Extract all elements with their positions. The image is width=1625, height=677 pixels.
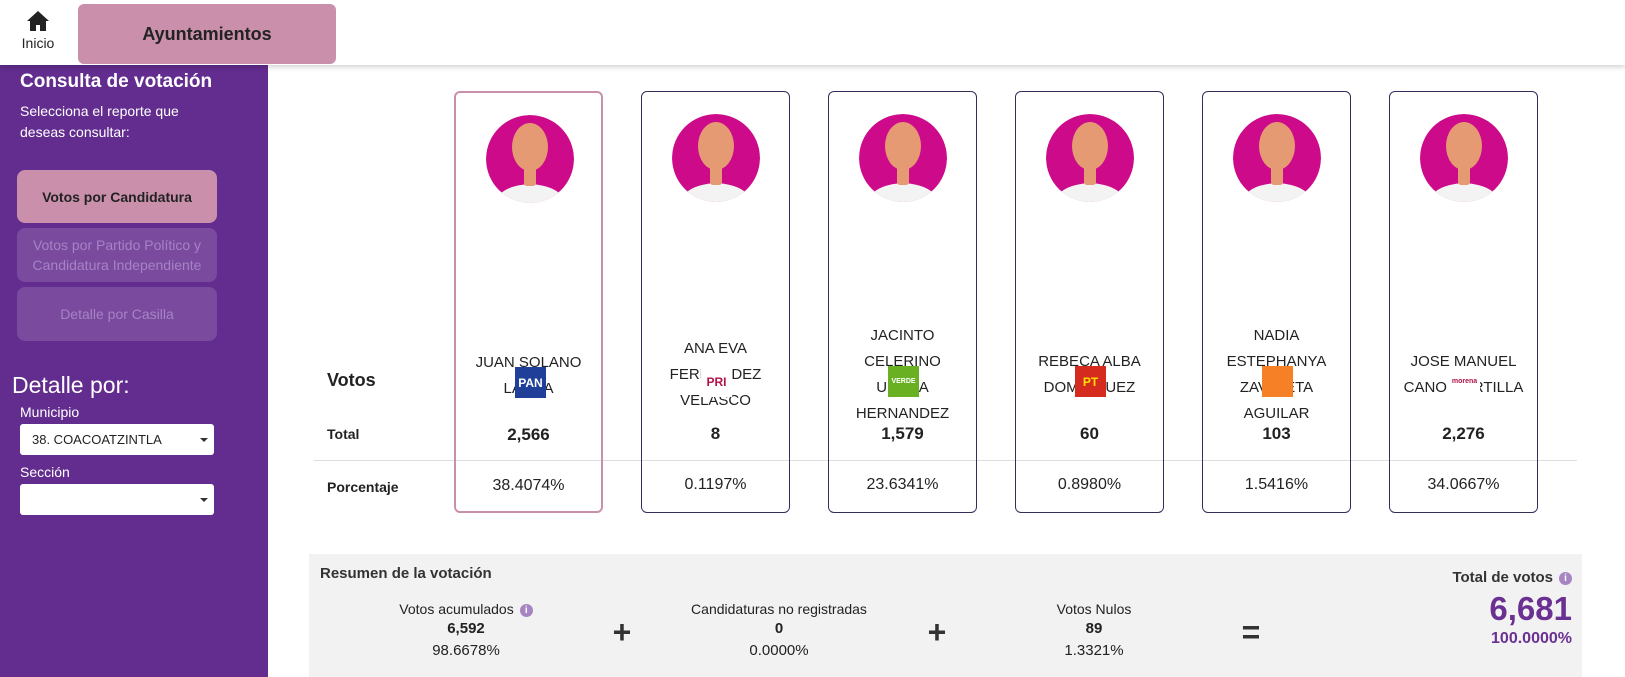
candidate-total: 103: [1262, 424, 1291, 443]
summary-title: Resumen de la votación: [320, 565, 492, 582]
sidebar: Consulta de votación Selecciona el repor…: [0, 65, 268, 677]
candidate-percent: 38.4074%: [492, 477, 565, 494]
summary-value: 89: [1085, 620, 1103, 637]
info-icon[interactable]: i: [519, 604, 533, 617]
party-logo: PT: [1075, 366, 1106, 397]
avatar-wrap: [1419, 113, 1509, 203]
candidate-percent: 34.0667%: [1427, 476, 1500, 493]
avatar-wrap: [1045, 113, 1135, 203]
avatar: [1233, 114, 1321, 202]
summary-item: Votos acumulados i 6,592 98.6678%: [336, 601, 596, 659]
total-percent: 100.0000%: [1491, 630, 1572, 647]
candidate-percent: 0.8980%: [1057, 476, 1122, 493]
candidate-percent: 23.6341%: [866, 476, 939, 493]
home-icon: [27, 11, 49, 31]
summary-total: Total de votos i 6,681 100.0000%: [1452, 569, 1572, 648]
candidate-name: REBECA ALBA DOMINGUEZ: [1038, 352, 1141, 396]
row-label: Porcentaje: [327, 479, 399, 495]
candidate-total: 8: [710, 424, 721, 443]
home-label: Inicio: [21, 35, 55, 51]
party-logo: PRI: [701, 366, 732, 397]
avatar: [859, 114, 947, 202]
party-logo: PAN: [515, 367, 546, 398]
tab[interactable]: Ayuntamientos: [78, 4, 336, 64]
info-icon[interactable]: i: [1559, 572, 1572, 585]
detail-title: Detalle por:: [12, 372, 130, 398]
candidate-total: 2,566: [507, 425, 550, 444]
candidate-total: 60: [1080, 424, 1099, 443]
report-button[interactable]: Detalle por Casilla: [17, 287, 217, 341]
total-value: 6,681: [1489, 590, 1572, 627]
total-label: Total de votos i: [1452, 569, 1572, 586]
avatar: [672, 114, 760, 202]
candidate-percent: 0.1197%: [684, 476, 747, 493]
row-label: Total: [327, 426, 360, 442]
candidate-card[interactable]: JOSE MANUEL CANO PORTILLA morena 2,276 34.0…: [1389, 91, 1538, 513]
summary-item: Votos Nulos 89 1.3321%: [964, 601, 1224, 659]
operator: +: [927, 614, 947, 650]
avatar-wrap: [671, 113, 761, 203]
avatar: [486, 115, 574, 203]
avatar-wrap: [858, 113, 948, 203]
summary-percent: 0.0000%: [749, 642, 809, 659]
avatar-wrap: [485, 114, 575, 204]
row-label: Votos: [327, 370, 376, 390]
summary-label: Candidaturas no registradas: [691, 601, 867, 617]
summary-percent: 1.3321%: [1064, 642, 1124, 659]
candidate-total: 1,579: [881, 424, 924, 443]
report-button[interactable]: Votos por Partido Político y Candidatura…: [17, 228, 217, 282]
summary: Resumen de la votación Votos acumulados i…: [309, 554, 1582, 677]
candidate-total: 2,276: [1442, 424, 1485, 443]
candidate-card[interactable]: NADIA ESTEPHANYA ZAVALETA AGUILAR 103 1.54…: [1202, 91, 1351, 513]
top-bar: Inicio Ayuntamientos: [0, 0, 1625, 65]
party-name: PRI: [706, 374, 727, 389]
party-logo: VERDE: [888, 366, 919, 397]
summary-item: Candidaturas no registradas 0 0.0000%: [649, 601, 909, 659]
summary-label: Votos acumulados i: [336, 601, 596, 617]
candidate-name: NADIA ESTEPHANYA ZAVALETA AGUILAR: [1226, 326, 1327, 422]
candidate-card[interactable]: JACINTO CELERINO URREA HERNANDEZVERDE1,5…: [828, 91, 977, 513]
home-link[interactable]: Inicio: [16, 10, 60, 51]
field-label: Municipio: [20, 404, 80, 420]
party-logo: [1262, 366, 1293, 397]
candidate-percent: 1.5416%: [1244, 476, 1309, 493]
party-name: PT: [1082, 374, 1099, 389]
party-logo: morena: [1449, 366, 1480, 397]
sidebar-title: Consulta de votación: [20, 71, 213, 92]
candidate-card[interactable]: REBECA ALBA DOMINGUEZPT 60 0.8980%: [1015, 91, 1164, 513]
avatar-wrap: [1232, 113, 1322, 203]
party-name: VERDE: [891, 378, 916, 385]
select[interactable]: 38. COACOATZINTLA: [20, 424, 214, 455]
separator: [314, 460, 1577, 461]
party-name: morena: [1451, 378, 1478, 385]
report-button[interactable]: Votos por Candidatura: [17, 170, 217, 223]
summary-label-text: Votos acumulados: [399, 601, 514, 617]
sidebar-subtitle: Selecciona el reporte que deseas consult…: [20, 103, 179, 140]
operator: =: [1241, 614, 1261, 650]
total-label-text: Total de votos: [1452, 569, 1553, 586]
summary-value: 0: [774, 620, 784, 637]
avatar: [1046, 114, 1134, 202]
summary-label: Votos Nulos: [1056, 601, 1132, 617]
operator: +: [612, 614, 632, 650]
select[interactable]: [20, 484, 214, 515]
summary-value: 6,592: [447, 620, 485, 637]
field-label: Sección: [20, 464, 70, 480]
avatar: [1420, 114, 1508, 202]
summary-percent: 98.6678%: [432, 642, 500, 659]
party-name: PAN: [518, 375, 543, 390]
